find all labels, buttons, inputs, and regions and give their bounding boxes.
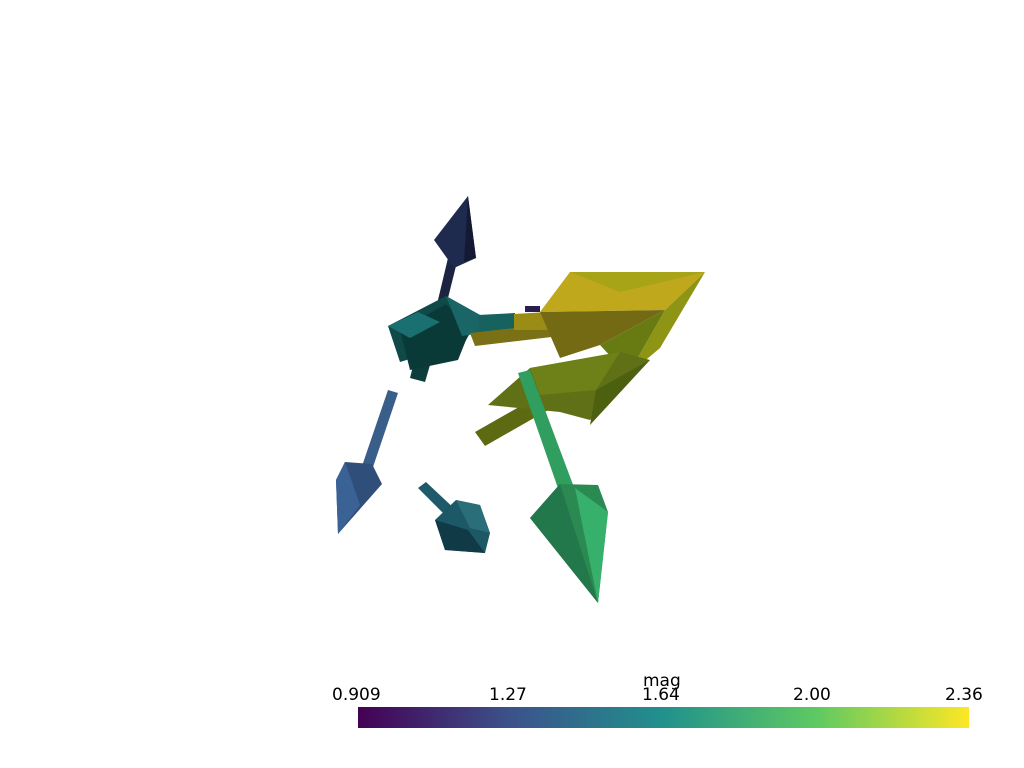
scalar-bar-gradient: [358, 707, 969, 728]
scalar-bar-tick: 2.36: [945, 685, 983, 705]
arrow-blue-down-left: [336, 390, 398, 534]
scalar-bar-tick: 1.64: [642, 685, 680, 705]
scalar-bar-tick: 2.00: [793, 685, 831, 705]
scalar-bar-tick: 0.909: [332, 685, 381, 705]
arrow-teal-down: [418, 482, 490, 553]
arrow-teal-cluster: [388, 296, 515, 382]
arrow-green-down: [518, 370, 608, 603]
scalar-bar: mag 0.909 1.27 1.64 2.00 2.36: [330, 668, 990, 738]
arrow-olive-shaft: [470, 306, 560, 346]
arrow-navy-up: [434, 196, 476, 302]
scalar-bar-tick: 1.27: [489, 685, 527, 705]
arrow-olive-lower: [475, 352, 650, 446]
scalar-bar-title: mag: [643, 671, 681, 691]
